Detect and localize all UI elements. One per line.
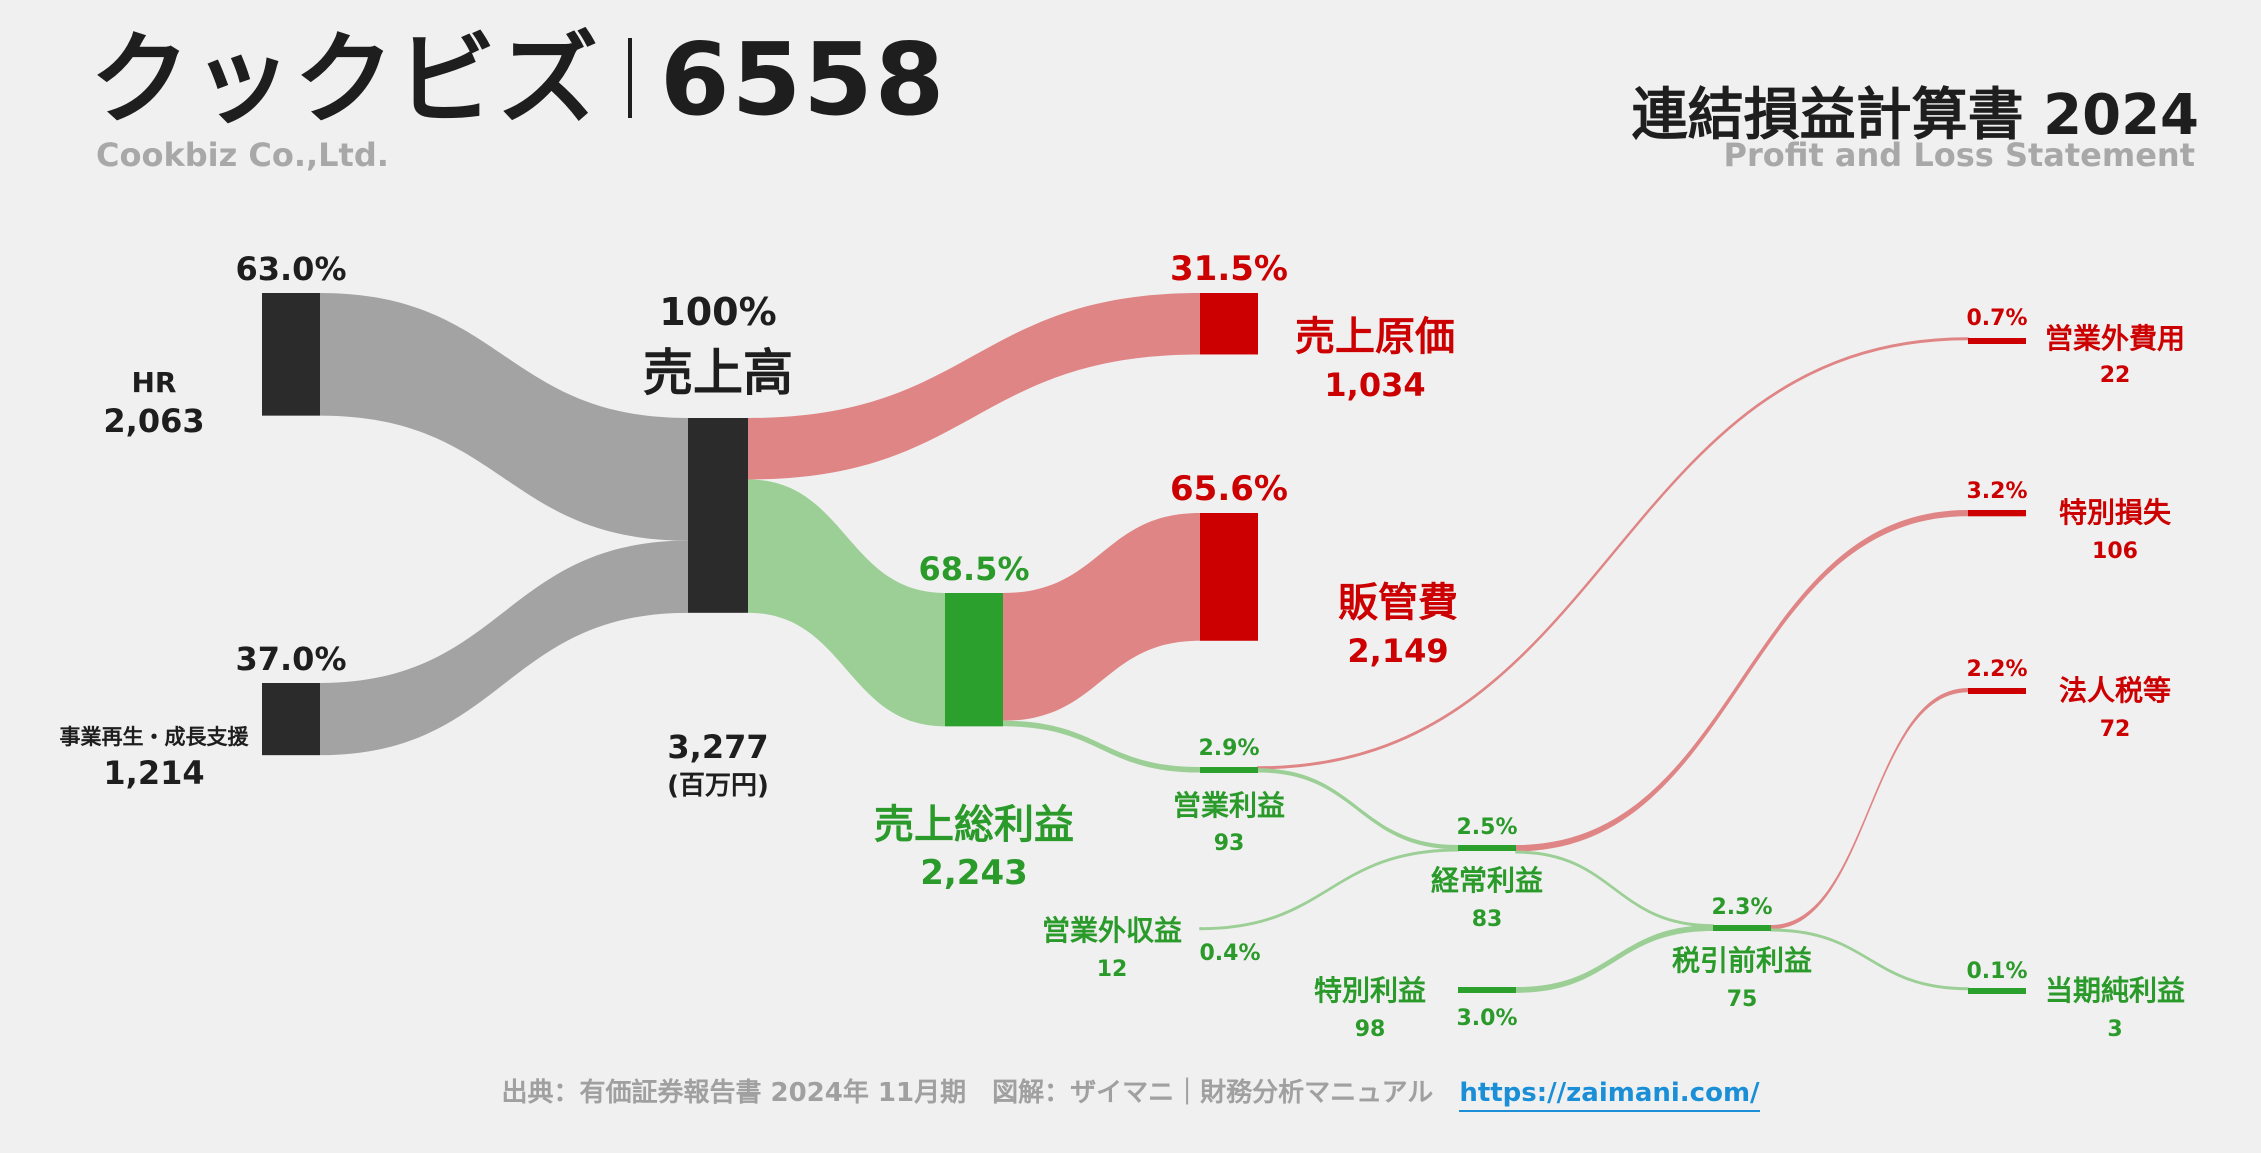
pct-hr: 63.0% [235,250,346,288]
node-sp_gain [1458,987,1516,993]
node-net [1968,988,2026,994]
pct-op: 2.9% [1198,736,1259,761]
source-link[interactable]: https://zaimani.com/ [1459,1078,1760,1112]
flow-revitalize-to-revenue [320,540,688,756]
label-hr: HR [132,366,177,399]
label-op: 営業利益 [1173,789,1285,822]
pct-revenue: 100% [659,290,776,334]
label-revenue: 売上高 [643,344,793,402]
value-pretax: 75 [1727,987,1758,1012]
node-nonop_exp [1968,338,2026,344]
value-cogs: 1,034 [1324,366,1425,404]
pct-sga: 65.6% [1170,469,1288,509]
company-name-en: Cookbiz Co.,Ltd. [96,136,389,174]
label-sp-loss: 特別損失 [2059,496,2172,529]
pct-sp-gain: 3.0% [1456,1006,1517,1031]
node-hr [262,293,320,416]
pct-gross: 68.5% [918,550,1029,588]
sankey-links [320,293,1969,993]
company-name: クックビズ [90,21,600,138]
pct-revitalize: 37.0% [235,640,346,678]
node-sga [1200,513,1258,641]
label-sp-gain: 特別利益 [1314,974,1426,1007]
flow-ordinary-to-pretax [1515,850,1714,928]
page-title: クックビズ 6558 [90,22,946,137]
sankey-nodes [262,293,2026,994]
flow-op-to-ordinary [1258,768,1458,850]
label-net: 当期純利益 [2045,974,2185,1007]
ticker-code: 6558 [660,21,947,138]
node-tax [1968,688,2026,694]
label-ordinary: 経常利益 [1431,864,1543,897]
flow-revenue-to-gross [748,479,945,727]
label-cogs: 売上原価 [1295,314,1455,360]
value-revenue: 3,277 [667,728,768,766]
value-tax: 72 [2100,717,2131,742]
title-separator [628,38,632,118]
pct-tax: 2.2% [1966,657,2027,682]
node-gross [945,593,1003,727]
flow-ordinary-to-sp_loss [1516,510,1968,852]
node-op [1200,767,1258,773]
value-gross: 2,243 [920,853,1028,893]
pct-sp-loss: 3.2% [1966,479,2027,504]
label-nonop-inc: 営業外収益 [1042,914,1182,947]
flow-nonop_inc-to-ordinary [1199,848,1459,931]
label-revitalize: 事業再生・成長支援 [60,725,250,749]
node-ordinary [1458,845,1516,851]
value-ordinary: 83 [1472,907,1503,932]
label-nonop-exp: 営業外費用 [2045,322,2185,355]
statement-title: 連結損益計算書 2024 [1631,83,2199,148]
value-hr: 2,063 [103,402,204,440]
flow-pretax-to-tax [1771,688,1968,930]
flow-gross-to-sga [1003,513,1200,721]
value-sp-loss: 106 [2092,539,2138,564]
statement-subtitle: Profit and Loss Statement [1723,136,2195,174]
flow-sp_gain-to-pretax [1516,925,1713,993]
value-revitalize: 1,214 [103,754,204,792]
label-pretax: 税引前利益 [1672,944,1812,977]
pct-nonop-exp: 0.7% [1966,306,2027,331]
flow-hr-to-revenue [320,293,688,541]
node-pretax [1713,925,1771,931]
pct-cogs: 31.5% [1170,249,1288,289]
unit-label: (百万円) [667,771,769,801]
node-cogs [1200,293,1258,355]
footer-source: 出典：有価証券報告書 2024年 11月期 図解：ザイマニ｜財務分析マニュアル [501,1078,1434,1108]
pct-pretax: 2.3% [1711,895,1772,920]
node-revenue [688,418,748,613]
node-revitalize [262,683,320,756]
label-tax: 法人税等 [2059,674,2171,707]
value-op: 93 [1214,831,1245,856]
label-sga: 販管費 [1338,580,1458,626]
value-sp-gain: 98 [1355,1017,1386,1042]
value-nonop-inc: 12 [1097,957,1128,982]
pct-nonop-inc: 0.4% [1199,941,1260,966]
label-gross: 売上総利益 [874,802,1074,848]
value-sga: 2,149 [1347,632,1448,670]
value-net: 3 [2107,1017,2122,1042]
node-sp_loss [1968,510,2026,517]
flow-revenue-to-cogs [748,293,1200,480]
pct-ordinary: 2.5% [1456,815,1517,840]
footer: 出典：有価証券報告書 2024年 11月期 図解：ザイマニ｜財務分析マニュアル h… [0,1072,2261,1112]
sankey-labels: 63.0% HR2,063 37.0% 事業再生・成長支援 1,214 100% 売上高 3,… [60,249,2186,1042]
value-nonop-exp: 22 [2100,363,2131,388]
pct-net: 0.1% [1966,959,2027,984]
flow-gross-to-op [1003,720,1200,773]
